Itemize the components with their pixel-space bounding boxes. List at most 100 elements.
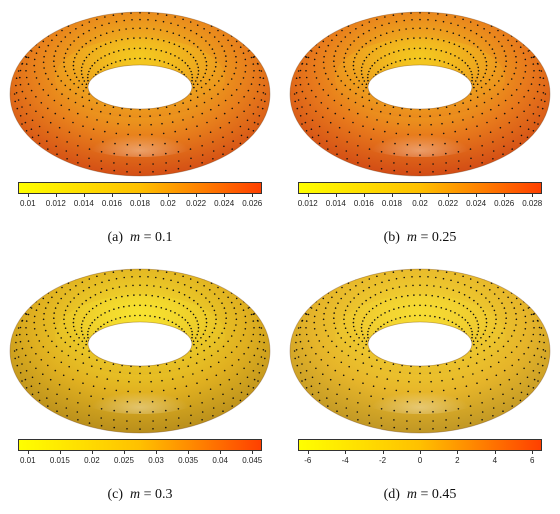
grid-point [258,340,261,343]
grid-point [75,76,78,78]
grid-point [524,315,527,318]
grid-point [94,349,97,352]
grid-point [329,378,332,381]
grid-point [320,38,323,40]
grid-point [338,283,341,286]
grid-point [322,61,325,64]
grid-point [439,114,441,116]
grid-point [445,426,447,429]
grid-point [343,314,346,316]
grid-point [485,321,488,324]
grid-point [106,81,109,84]
grid-point [74,329,76,332]
grid-point [240,134,243,137]
grid-point [100,110,102,113]
grid-point [419,57,421,60]
grid-point [53,317,55,319]
grid-point [461,345,463,347]
grid-point [361,340,364,343]
grid-point [533,70,535,72]
grid-point [374,349,377,352]
grid-point [157,358,159,360]
grid-point [189,310,192,313]
grid-point [497,29,499,32]
grid-point [25,130,28,132]
grid-point [161,379,163,382]
grid-point [508,31,511,34]
grid-point [215,61,217,64]
grid-point [477,73,479,75]
grid-point [100,302,102,305]
grid-point [470,29,472,32]
grid-point [130,269,132,271]
grid-point [508,121,511,124]
grid-point [362,274,365,277]
grid-point [182,48,185,50]
grid-point [445,169,447,172]
grid-point [253,354,256,357]
grid-point [69,78,72,81]
grid-point [78,337,80,339]
grid-point [384,9,386,11]
grid-point [225,317,227,319]
grid-point [119,333,122,336]
grid-point [239,83,242,85]
grid-point [361,66,363,69]
grid-point [53,356,56,359]
grid-point [371,344,373,347]
grid-point [167,319,170,322]
grid-point [352,321,355,324]
grid-point [139,361,141,363]
grid-point [163,264,165,266]
grid-point [15,77,18,79]
grid-point [30,307,33,309]
grid-point [164,142,166,145]
grid-point [92,350,94,352]
colorbar-tick-label: 0.018 [381,199,402,208]
grid-point [375,90,377,93]
grid-point [72,275,74,277]
grid-point [250,313,253,316]
grid-point [311,136,314,139]
grid-point [155,19,157,22]
grid-point [349,32,351,34]
grid-point [493,327,496,329]
grid-point [195,362,198,364]
grid-point [360,70,363,72]
caption-param-name: m [406,230,418,245]
grid-point [215,318,217,321]
colorbar-tick-label: -6 [304,456,312,465]
grid-point [335,34,338,37]
grid-point [443,78,445,80]
grid-point [139,6,141,8]
grid-point [362,105,365,107]
grid-point [247,346,250,349]
grid-point [349,301,352,303]
grid-point [222,410,224,412]
grid-point [261,364,264,367]
grid-point [124,332,126,335]
grid-point [375,349,378,351]
grid-point [144,66,146,69]
grid-point [191,76,194,79]
grid-point [515,61,518,64]
grid-point [430,80,432,83]
grid-point [313,64,315,67]
grid-point [451,121,454,123]
grid-point [33,328,36,330]
grid-point [30,385,33,387]
grid-point [479,135,481,137]
grid-point [233,307,236,309]
grid-point [371,307,374,310]
grid-point [368,165,371,167]
grid-point [258,69,261,72]
grid-point [390,79,393,82]
grid-point [218,40,220,43]
grid-point [449,53,452,55]
grid-point [172,97,175,99]
grid-point [178,342,180,345]
grid-point [47,335,50,337]
grid-point [102,141,104,143]
grid-point [441,379,443,382]
grid-point [536,62,539,65]
